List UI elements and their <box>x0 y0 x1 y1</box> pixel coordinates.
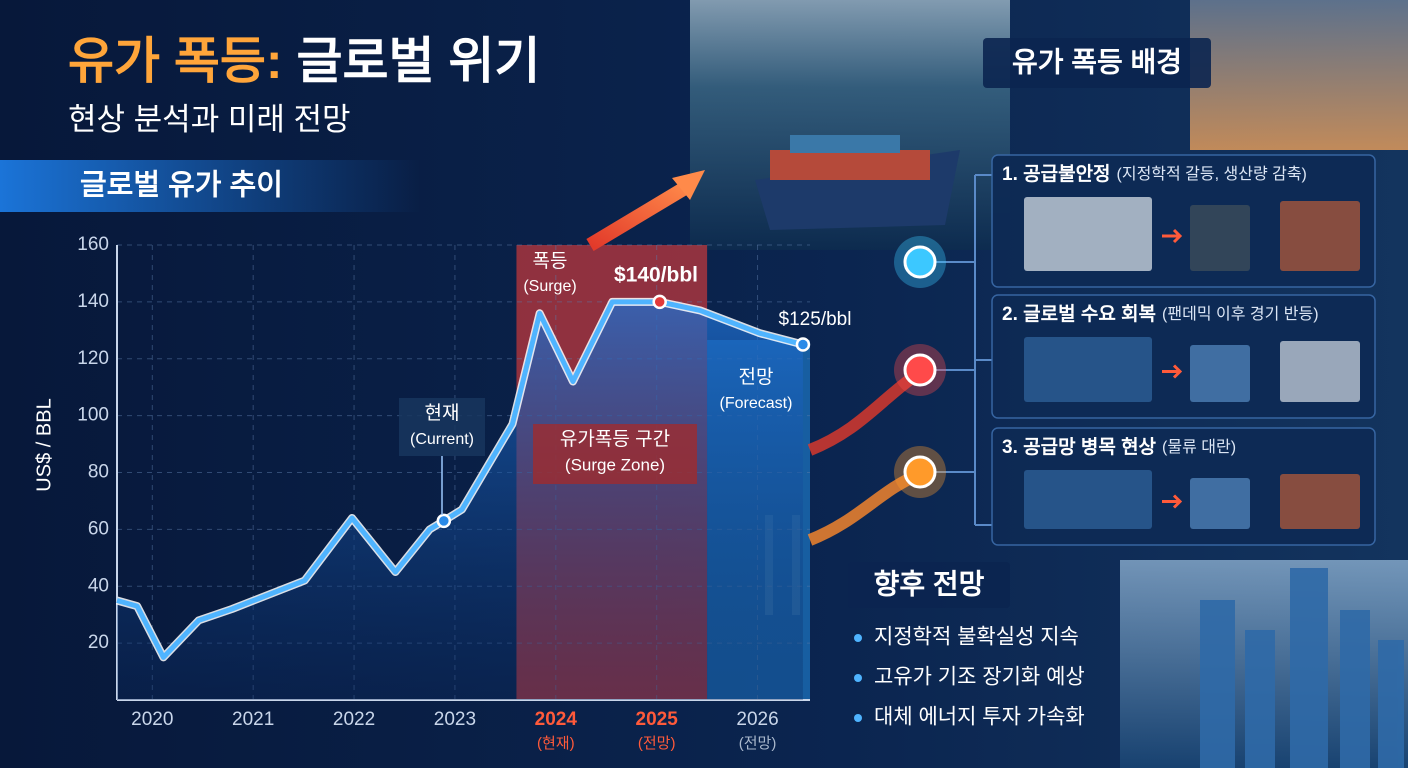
annotations: 현재 (Current) 폭등 (Surge) $140/bbl $125/bb… <box>399 251 851 515</box>
background-title: 유가 폭등 배경 <box>1012 46 1182 77</box>
outlook-title-box <box>848 562 1010 608</box>
cause-illustration <box>1024 470 1152 529</box>
x-tick-label: 2020 <box>131 709 173 730</box>
y-tick-label: 120 <box>77 348 109 369</box>
cause-illustration <box>1280 474 1360 529</box>
title: 유가 폭등: 글로벌 위기 <box>68 33 540 89</box>
x-tick-label: 2023 <box>434 709 476 730</box>
node <box>903 245 937 279</box>
connectors <box>807 174 992 546</box>
point-marker <box>795 337 811 352</box>
skyline <box>1200 568 1404 768</box>
annotation-sub: (Forecast) <box>720 395 793 412</box>
cause-arrow <box>1162 364 1183 379</box>
outlook-item: 고유가 기조 장기화 예상 <box>874 666 1085 689</box>
annotation: 현재 <box>425 402 460 424</box>
cause-illustration <box>1280 341 1360 402</box>
y-tick-label: 20 <box>88 632 109 653</box>
annotation: $140/bbl <box>614 264 698 287</box>
y-tick-label: 100 <box>77 405 109 426</box>
cause-title: 1. 공급불안정 <box>1002 163 1111 185</box>
y-tick-label: 80 <box>88 462 109 483</box>
background-items: 1. 공급불안정 (지정학적 갈등, 생산량 감축) 2. 글로벌 수요 회복 (팬데… <box>894 154 1376 546</box>
cause-note: (팬데믹 이후 경기 반등) <box>1162 305 1318 323</box>
x-tick-note: (전망) <box>638 735 676 752</box>
surge-arrow-head <box>672 170 705 200</box>
y-tick-label: 140 <box>77 291 109 312</box>
x-tick-note: (전망) <box>739 735 777 752</box>
annotation: 폭등 <box>533 251 568 272</box>
surge-arrow <box>586 178 694 252</box>
cause-title: 3. 공급망 병목 현상 <box>1002 436 1157 458</box>
bullet <box>854 634 862 642</box>
cause-heading: 1. 공급불안정 (지정학적 갈등, 생산량 감축) <box>1002 163 1307 185</box>
x-tick-label: 2026 <box>736 709 778 730</box>
bullet <box>854 714 862 722</box>
bullet <box>854 674 862 682</box>
cause-heading: 2. 글로벌 수요 회복 (팬데믹 이후 경기 반등) <box>1002 303 1319 325</box>
zone-sublabel: (Surge Zone) <box>565 455 665 474</box>
outlook-item: 대체 에너지 투자 가속화 <box>874 706 1085 729</box>
cause-illustration <box>1024 337 1152 402</box>
y-axis-label: US$ / BBL <box>33 398 55 491</box>
background-title-box <box>983 38 1211 88</box>
zone-label: 유가폭등 구간 <box>560 428 670 450</box>
chart-title: 글로벌 유가 추이 <box>80 169 283 202</box>
annotation: $125/bbl <box>779 309 852 330</box>
y-tick-label: 40 <box>88 575 109 596</box>
cause-illustration <box>1024 197 1152 271</box>
cause-heading: 3. 공급망 병목 현상 (물류 대란) <box>1002 436 1236 458</box>
x-tick-label: 2022 <box>333 709 375 730</box>
x-tick-label: 2021 <box>232 709 274 730</box>
zone-label-box <box>533 424 697 484</box>
annotation-sub: (Current) <box>410 431 474 448</box>
cause-note: (물류 대란) <box>1162 438 1236 456</box>
x-tick-note: (현재) <box>537 735 575 752</box>
title-rest: 글로벌 위기 <box>296 33 540 89</box>
cause-illustration <box>1280 201 1360 271</box>
y-tick-label: 60 <box>88 518 109 539</box>
plot: 20 40 60 80 100 120 140 160 2020 2021 2022 2023 2024… <box>77 234 811 752</box>
cause-arrow <box>1162 228 1183 244</box>
cause-illustration <box>1190 478 1250 529</box>
node <box>903 353 937 387</box>
title-highlight: 유가 폭등: <box>68 33 283 89</box>
node <box>903 455 937 489</box>
cause-arrow <box>1162 494 1183 509</box>
subtitle: 현상 분석과 미래 전망 <box>68 102 351 137</box>
y-tick-label: 160 <box>77 234 109 255</box>
cause-note: (지정학적 갈등, 생산량 감축) <box>1117 165 1307 183</box>
current-box <box>399 398 485 456</box>
refinery-photo <box>1190 0 1408 150</box>
x-tick-label: 2024 <box>535 709 578 730</box>
cause-illustration <box>1190 205 1250 271</box>
annotation-sub: (Surge) <box>523 278 576 295</box>
cause-title: 2. 글로벌 수요 회복 <box>1002 303 1156 325</box>
point-marker <box>436 513 452 529</box>
outlook-item: 지정학적 불확실성 지속 <box>874 626 1079 649</box>
point-marker <box>652 294 667 310</box>
x-tick-label: 2025 <box>636 709 679 730</box>
area <box>117 301 803 700</box>
ship <box>755 135 960 230</box>
outlook-title: 향후 전망 <box>874 568 985 599</box>
annotation: 전망 <box>739 366 774 388</box>
chart-title-band <box>0 160 420 212</box>
cause-illustration <box>1190 345 1250 402</box>
